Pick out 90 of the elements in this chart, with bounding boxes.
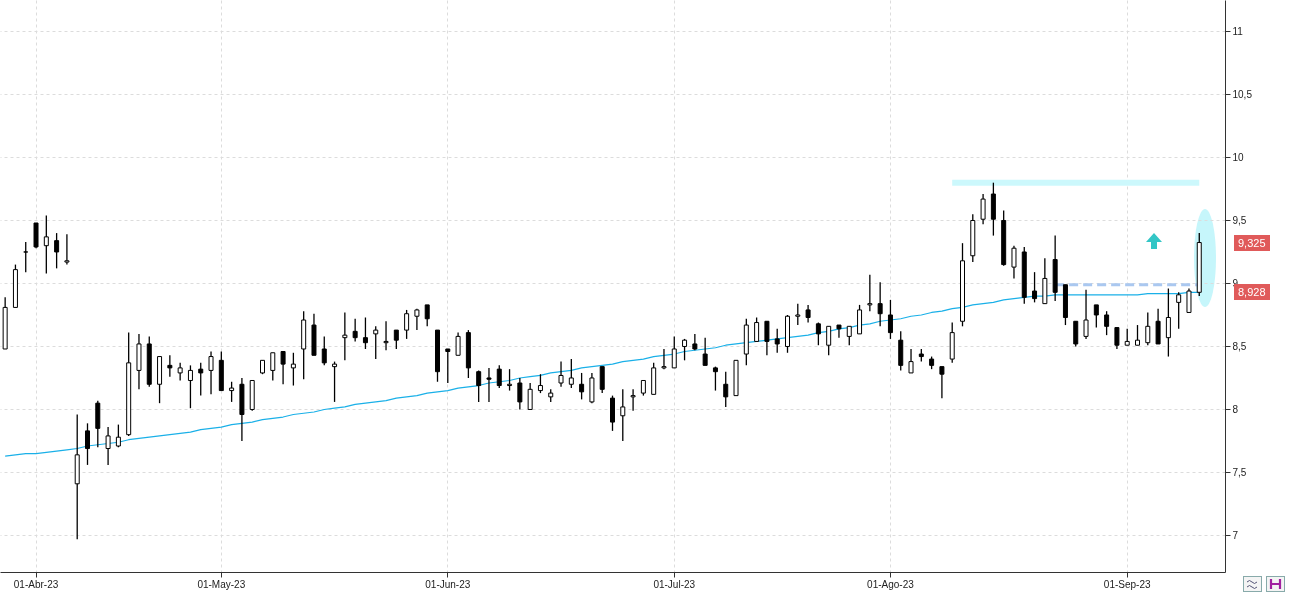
y-tick-label: 11: [1232, 26, 1244, 37]
candlestick: [1176, 291, 1182, 330]
candlestick: [373, 325, 379, 360]
candlestick: [486, 367, 492, 403]
candlestick: [980, 193, 986, 225]
candlestick: [229, 381, 235, 403]
candlestick: [671, 335, 677, 369]
candlestick: [23, 241, 29, 273]
candlestick: [1135, 324, 1140, 346]
y-tick-label: 9,5: [1232, 214, 1247, 226]
candlestick: [754, 316, 760, 343]
candlestick: [846, 325, 852, 346]
candlestick: [342, 311, 348, 361]
candlestick: [558, 360, 564, 388]
x-tick-label: 01-Ago-23: [867, 578, 915, 590]
candlestick: [826, 325, 832, 356]
candlestick: [187, 364, 193, 409]
candlestick: [507, 368, 513, 392]
candlestick: [476, 369, 482, 403]
candlestick: [1073, 320, 1079, 348]
candlestick: [280, 350, 286, 385]
candlestick: [1032, 271, 1038, 304]
y-tick-label: 8,5: [1232, 340, 1247, 352]
candlestick: [517, 377, 523, 411]
candlestick: [836, 324, 842, 339]
candlestick: [1104, 310, 1110, 336]
candlestick: [208, 350, 214, 395]
candlestick: [455, 331, 461, 356]
candlestick: [105, 426, 111, 466]
candlestick: [620, 388, 626, 442]
candlestick: [857, 304, 863, 335]
y-tick-label: 10: [1232, 151, 1245, 163]
candlestick: [764, 320, 770, 356]
y-tick-label: 8: [1232, 403, 1239, 415]
candlestick: [383, 320, 389, 351]
candlestick: [682, 338, 688, 361]
candlestick: [579, 372, 585, 401]
candlestick: [908, 348, 914, 374]
text: 9,325: [1234, 234, 1270, 251]
candlestick: [54, 232, 60, 270]
candlestick: [43, 214, 49, 275]
candlestick: [167, 354, 173, 378]
y-tick-label: 10,5: [1232, 88, 1253, 100]
candlestick: [1145, 311, 1151, 346]
candlestick: [723, 371, 729, 408]
candlestick: [64, 233, 70, 266]
candlestick: [393, 329, 399, 350]
candlestick: [321, 335, 327, 367]
y-tick-label: 7: [1232, 529, 1239, 541]
candlestick: [290, 352, 296, 387]
x-tick-label: 01-Abr-23: [13, 578, 59, 590]
text: 8,928: [1234, 284, 1270, 301]
candlestick: [568, 358, 574, 389]
candlestick: [877, 281, 883, 327]
candlestick: [610, 394, 615, 432]
candlestick: [1114, 326, 1120, 350]
candlestick: [404, 309, 410, 340]
candlestick: [1083, 289, 1089, 340]
candlestick: [887, 299, 893, 340]
candlestick: [702, 337, 708, 367]
candlestick: [332, 360, 338, 403]
candlestick: [537, 373, 543, 394]
candlestick: [774, 328, 780, 354]
candlestick: [527, 382, 533, 411]
candlestick: [424, 304, 430, 327]
candlestick: [445, 348, 451, 384]
candlestick: [795, 302, 801, 326]
candlestick: [362, 316, 368, 350]
y-tick-label: 7,5: [1232, 466, 1247, 478]
candlestick: [1093, 304, 1099, 329]
candlestick: [1165, 287, 1171, 358]
candlestick: [33, 222, 39, 249]
candlestick: [270, 352, 276, 382]
candlestick: [496, 364, 502, 389]
x-tick-label: 01-Jun-23: [425, 578, 471, 590]
candlestick: [589, 372, 595, 404]
candlestick: [867, 274, 873, 312]
candlestick: [1011, 245, 1017, 280]
candlestick: [599, 365, 605, 394]
line-series: [4, 291, 1200, 457]
candlestick: [352, 318, 358, 343]
candlestick: [630, 388, 636, 412]
x-tick-label: 01-Jul-23: [653, 578, 696, 590]
candlestick: [198, 362, 204, 397]
x-tick-label: 01-May-23: [197, 578, 246, 590]
candlestick: [1186, 287, 1192, 314]
x-tick-label: 01-Sep-23: [1103, 578, 1151, 590]
candlestick: [85, 422, 90, 466]
candlestick: [939, 365, 945, 399]
candlestick: [1155, 308, 1161, 345]
